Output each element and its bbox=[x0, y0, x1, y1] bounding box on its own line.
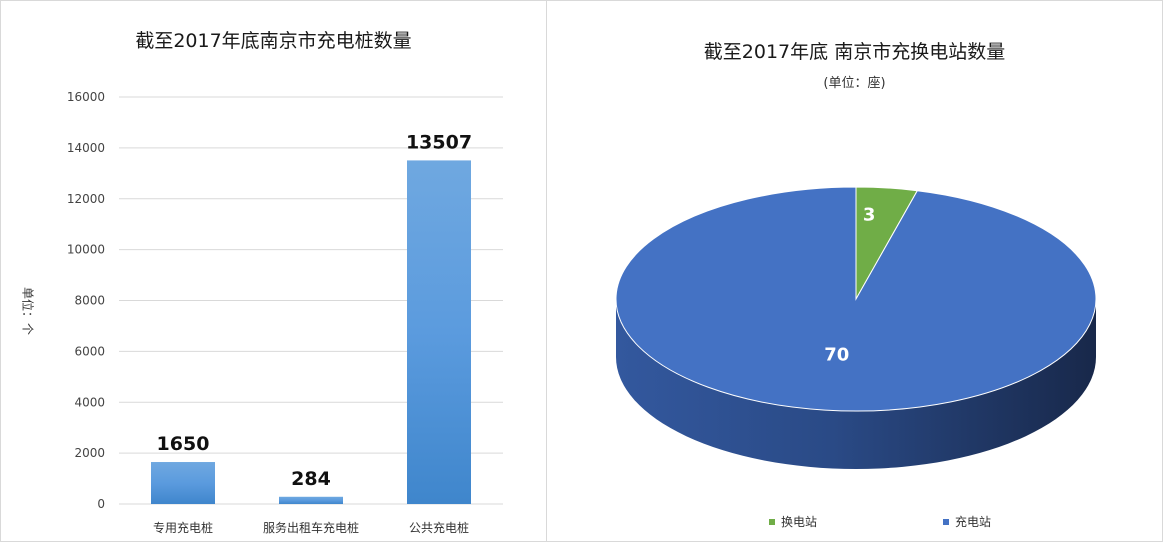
legend-item-charging-station: 充电站 bbox=[943, 513, 991, 530]
bar-series bbox=[151, 160, 471, 504]
x-tick-label: 公共充电桩 bbox=[409, 520, 469, 535]
y-tick-label: 2000 bbox=[74, 446, 105, 460]
bar bbox=[279, 496, 343, 504]
bar-data-label: 284 bbox=[291, 468, 331, 490]
y-tick-label: 6000 bbox=[74, 344, 105, 358]
bar-chart-panel: 截至2017年底南京市充电桩数量 单位：个 0 2000 4000 6000 8000 1… bbox=[0, 0, 547, 542]
bar-chart-title: 截至2017年底南京市充电桩数量 bbox=[135, 30, 412, 52]
bar-chart-plot: 0 2000 4000 6000 8000 10000 12000 14000 16000 16… bbox=[67, 90, 503, 535]
pie-chart-plot: 3 70 bbox=[615, 186, 1097, 469]
pie-data-label: 3 bbox=[863, 205, 876, 226]
pie-chart-subtitle: (单位：座) bbox=[823, 76, 886, 91]
bar-data-label: 1650 bbox=[157, 433, 210, 455]
y-tick-label: 4000 bbox=[74, 395, 105, 409]
pie-chart-panel: 截至2017年底 南京市充换电站数量 (单位：座) 3 70 换电站 充电站 bbox=[546, 0, 1163, 542]
pie-side-wall bbox=[616, 299, 1096, 469]
pie-data-label: 70 bbox=[824, 345, 849, 366]
bar-data-labels: 1650 284 13507 bbox=[157, 131, 473, 489]
y-tick-label: 0 bbox=[97, 497, 105, 511]
legend-item-swap-station: 换电站 bbox=[769, 513, 817, 530]
y-tick-label: 14000 bbox=[67, 141, 105, 155]
legend-label-swap-station: 换电站 bbox=[781, 515, 818, 529]
bar bbox=[151, 462, 215, 504]
pie-data-labels: 3 70 bbox=[824, 205, 875, 366]
legend-label-charging-station: 充电站 bbox=[955, 515, 992, 529]
legend-swatch-green bbox=[769, 518, 775, 525]
bar-x-ticks: 专用充电桩 服务出租车充电桩 公共充电桩 bbox=[153, 520, 469, 535]
legend-swatch-blue bbox=[943, 518, 949, 525]
y-tick-label: 8000 bbox=[74, 294, 105, 308]
y-tick-label: 10000 bbox=[67, 243, 105, 257]
x-tick-label: 服务出租车充电桩 bbox=[263, 520, 359, 535]
bar-y-ticks: 0 2000 4000 6000 8000 10000 12000 14000 16000 bbox=[67, 90, 105, 511]
pie-slice bbox=[615, 186, 1097, 412]
bar bbox=[407, 160, 471, 504]
x-tick-label: 专用充电桩 bbox=[153, 520, 213, 535]
y-tick-label: 16000 bbox=[67, 90, 105, 104]
y-tick-label: 12000 bbox=[67, 192, 105, 206]
bar-data-label: 13507 bbox=[406, 131, 472, 153]
pie-chart-title: 截至2017年底 南京市充换电站数量 bbox=[703, 41, 1006, 63]
pie-slices bbox=[615, 186, 1097, 412]
